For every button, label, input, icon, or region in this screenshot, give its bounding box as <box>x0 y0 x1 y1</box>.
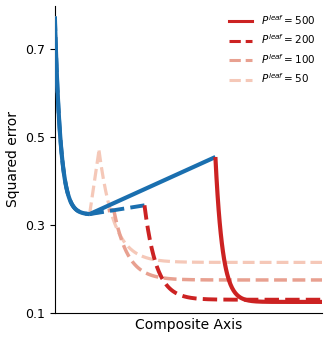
X-axis label: Composite Axis: Composite Axis <box>135 318 242 333</box>
Y-axis label: Squared error: Squared error <box>6 111 20 207</box>
Legend: $P^{leaf} = 500$, $P^{leaf} = 200$, $P^{leaf} = 100$, $P^{leaf} = 50$: $P^{leaf} = 500$, $P^{leaf} = 200$, $P^{… <box>225 9 319 90</box>
